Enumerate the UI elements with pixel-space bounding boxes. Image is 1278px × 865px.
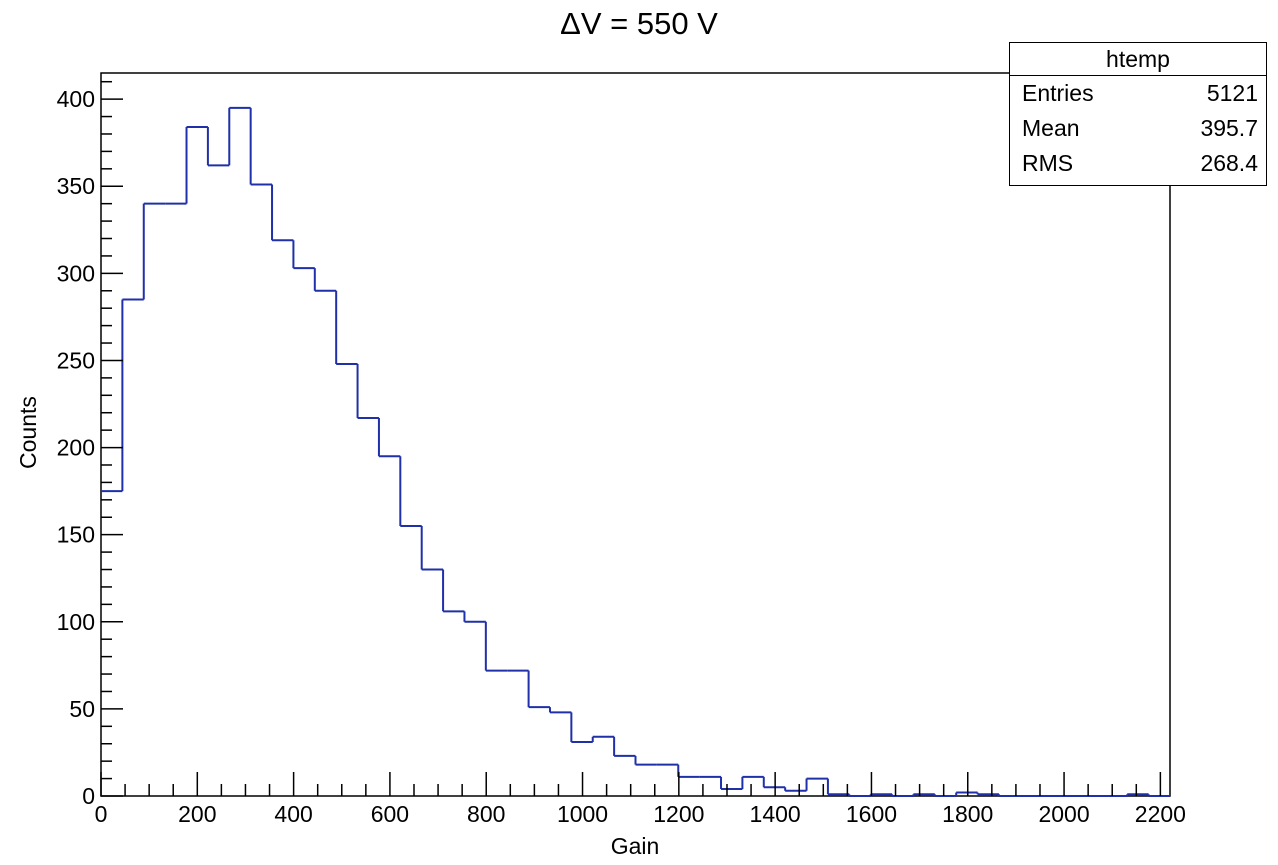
- x-tick-label: 600: [371, 801, 409, 827]
- x-tick-label: 2200: [1135, 801, 1186, 827]
- stats-rms-value: 268.4: [1200, 150, 1258, 176]
- y-tick-label: 150: [57, 522, 95, 548]
- stats-entries-label: Entries: [1022, 80, 1094, 106]
- x-tick-label: 1000: [557, 801, 608, 827]
- y-tick-label: 50: [69, 696, 95, 722]
- stats-row-mean: Mean 395.7: [1010, 111, 1266, 146]
- stats-entries-value: 5121: [1206, 80, 1258, 106]
- x-tick-label: 400: [274, 801, 312, 827]
- x-tick-label: 1400: [750, 801, 801, 827]
- x-tick-label: 1200: [653, 801, 704, 827]
- x-tick-label: 800: [467, 801, 505, 827]
- x-tick-label: 1600: [846, 801, 897, 827]
- y-tick-label: 300: [57, 260, 95, 286]
- y-tick-label: 350: [57, 173, 95, 199]
- y-axis-label: Counts: [15, 396, 41, 469]
- stats-box: htemp Entries 5121 Mean 395.7 RMS 268.4: [1009, 42, 1267, 186]
- stats-row-rms: RMS 268.4: [1010, 146, 1266, 181]
- stats-box-title: htemp: [1010, 43, 1266, 76]
- plot-frame: [100, 72, 1171, 797]
- x-tick-label: 1800: [942, 801, 993, 827]
- y-tick-label: 0: [82, 783, 95, 809]
- x-axis-label: Gain: [611, 833, 660, 859]
- x-tick-label: 0: [95, 801, 108, 827]
- y-tick-label: 100: [57, 609, 95, 635]
- stats-row-entries: Entries 5121: [1010, 76, 1266, 111]
- y-tick-label: 250: [57, 347, 95, 373]
- x-tick-label: 2000: [1038, 801, 1089, 827]
- stats-mean-label: Mean: [1022, 115, 1080, 141]
- y-tick-label: 200: [57, 435, 95, 461]
- y-tick-label: 400: [57, 86, 95, 112]
- stats-mean-value: 395.7: [1200, 115, 1258, 141]
- stats-rms-label: RMS: [1022, 150, 1074, 176]
- x-tick-label: 200: [178, 801, 216, 827]
- chart-title: ΔV = 550 V: [560, 6, 718, 41]
